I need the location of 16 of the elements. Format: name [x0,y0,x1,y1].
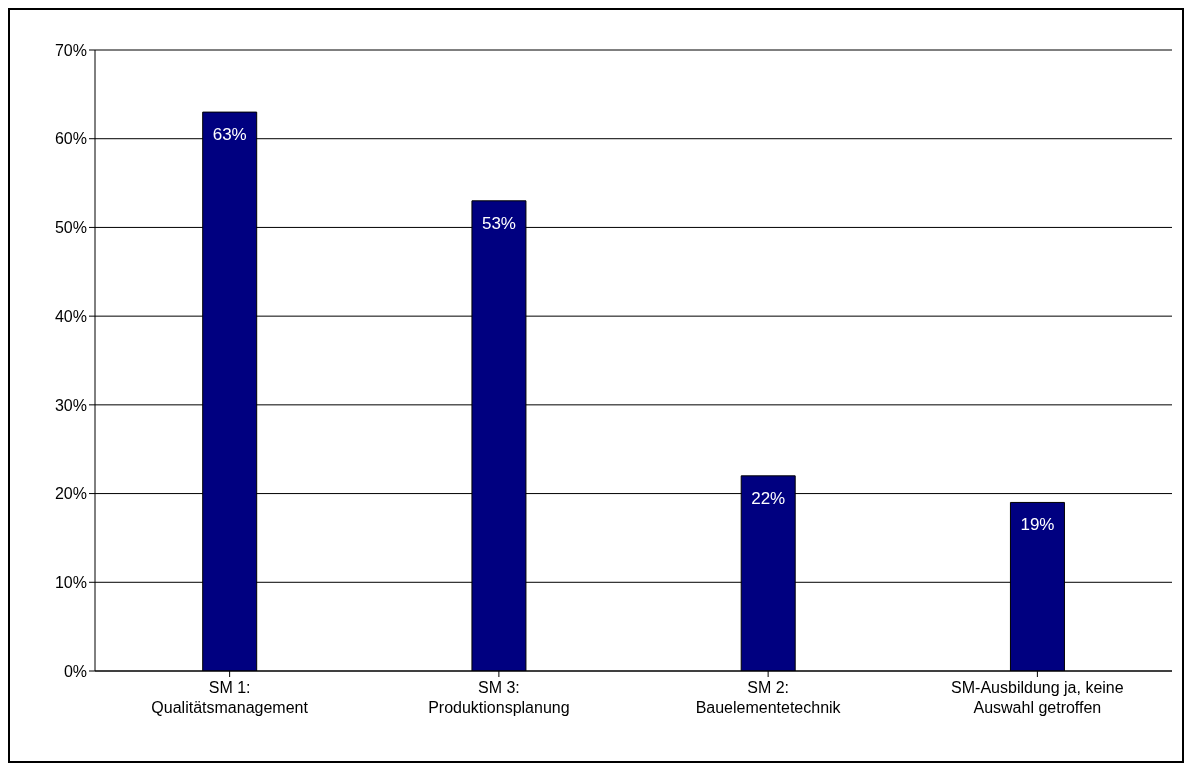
data-label: 19% [1020,515,1055,535]
y-tick-label: 20% [54,485,87,503]
y-tick-label: 60% [54,130,87,148]
y-tick-label: 10% [54,573,87,591]
data-label: 63% [212,125,247,145]
data-label: 22% [751,488,786,508]
y-tick-label: 40% [54,307,87,325]
y-tick-label: 70% [54,41,87,59]
y-tick-label: 30% [54,396,87,414]
x-tick-label: SM 3: Produktionsplanung [428,679,570,716]
y-tick-label: 0% [63,662,87,680]
x-tick-label: SM-Ausbildung ja, keine Auswahl getroffen [951,679,1124,716]
x-tick-label: SM 2: Bauelementetechnik [695,679,842,716]
data-label: 53% [481,213,516,233]
x-tick-label: SM 1: Qualitätsmanagement [151,679,309,716]
y-tick-label: 50% [54,219,87,237]
